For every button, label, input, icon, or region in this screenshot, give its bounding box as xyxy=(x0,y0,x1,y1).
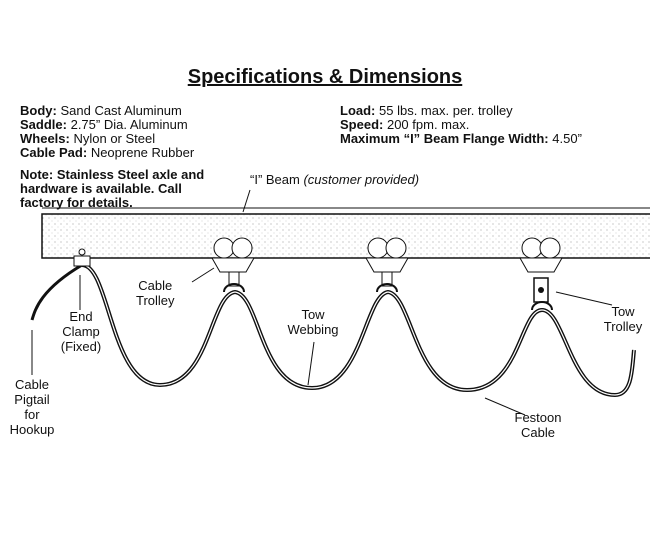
spec-wheels: Wheels: Nylon or Steel xyxy=(20,131,156,146)
label-pigtail: Cable Pigtail for Hookup xyxy=(9,377,55,437)
page-title: Specifications & Dimensions xyxy=(187,66,463,88)
label-beam: “I” Beam (customer provided) xyxy=(250,172,420,187)
spec-load: Load: 55 lbs. max. per. trolley xyxy=(340,103,513,118)
callout-arrows xyxy=(31,267,613,416)
cable-trolley-1 xyxy=(211,237,255,293)
label-tow-webbing: Tow Webbing xyxy=(287,307,339,337)
end-clamp xyxy=(73,248,91,267)
label-end-clamp: End Clamp (Fixed) xyxy=(60,309,102,354)
arrow-beam xyxy=(242,189,251,213)
cable-trolley-2 xyxy=(365,237,409,293)
spec-speed: Speed: 200 fpm. max. xyxy=(340,117,470,132)
label-cable-trolley: Cable Trolley xyxy=(136,278,175,308)
label-tow-trolley: Tow Trolley xyxy=(603,304,643,334)
pigtail-cable xyxy=(30,263,83,321)
spec-flange: Maximum “I” Beam Flange Width: 4.50” xyxy=(340,131,582,146)
spec-cable-pad: Cable Pad: Neoprene Rubber xyxy=(20,145,195,160)
tow-trolley xyxy=(519,237,563,311)
spec-body: Body: Sand Cast Aluminum xyxy=(20,103,182,118)
note: Note: Stainless Steel axle and hardware … xyxy=(20,167,205,210)
spec-saddle: Saddle: 2.75” Dia. Aluminum xyxy=(20,117,188,132)
label-festoon-cable: Festoon Cable xyxy=(514,410,562,440)
